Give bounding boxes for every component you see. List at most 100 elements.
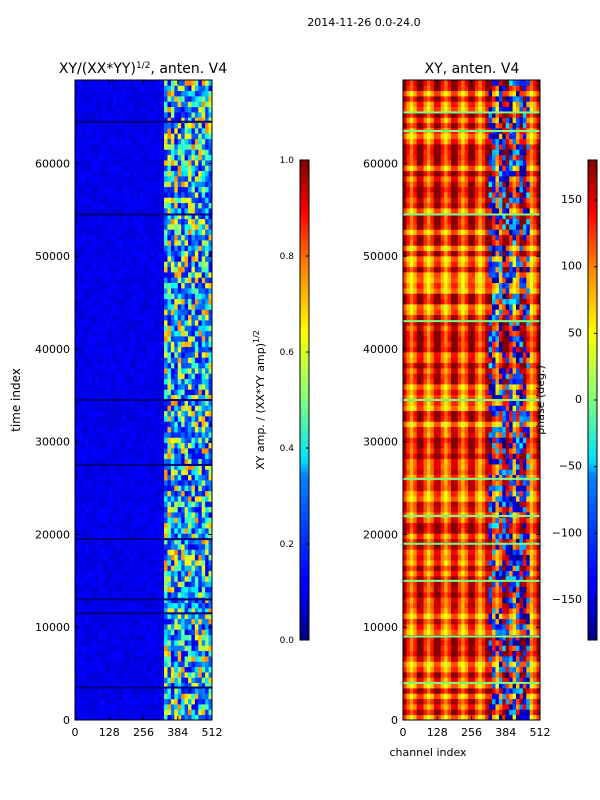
heatmap-cell xyxy=(205,474,209,481)
heatmap-cell xyxy=(160,80,165,86)
heatmap-cell xyxy=(92,709,96,716)
heatmap-cell xyxy=(129,394,134,401)
heatmap-cell xyxy=(116,144,120,150)
heatmap-cell xyxy=(122,586,127,593)
heatmap-cell xyxy=(194,560,199,566)
heatmap-cell xyxy=(198,677,203,684)
heatmap-cell xyxy=(88,560,93,566)
heatmap-cell xyxy=(181,325,185,332)
heatmap-cell xyxy=(98,192,103,198)
heatmap-cell xyxy=(78,128,83,134)
heatmap-cell xyxy=(170,106,175,113)
heatmap-cell xyxy=(133,277,138,284)
heatmap-cell xyxy=(205,170,209,177)
heatmap-cell xyxy=(167,490,172,497)
heatmap-cell xyxy=(122,437,127,444)
heatmap-cell xyxy=(184,565,189,572)
heatmap-cell xyxy=(184,250,189,257)
heatmap-cell xyxy=(208,106,213,113)
heatmap-cell xyxy=(95,288,100,294)
heatmap-cell xyxy=(533,709,537,716)
heatmap-cell xyxy=(133,528,138,534)
heatmap-cell xyxy=(201,144,206,150)
heatmap-cell xyxy=(81,256,86,262)
heatmap-cell xyxy=(136,373,141,380)
heatmap-cell xyxy=(153,448,158,454)
heatmap-cell xyxy=(170,714,175,721)
heatmap-cell xyxy=(181,682,185,689)
heatmap-cell xyxy=(181,464,185,470)
heatmap-cell xyxy=(153,197,158,204)
heatmap-cell xyxy=(105,149,110,156)
y-tick-label: 20000 xyxy=(35,528,70,541)
heatmap-cell xyxy=(181,586,185,593)
heatmap-cell xyxy=(208,400,213,406)
heatmap-cell xyxy=(170,602,175,609)
heatmap-cell xyxy=(157,256,162,262)
heatmap-cell xyxy=(92,122,96,129)
heatmap-cell xyxy=(194,170,199,177)
heatmap-cell xyxy=(181,90,185,97)
heatmap-cell xyxy=(160,629,165,636)
heatmap-cell xyxy=(188,106,192,113)
heatmap-cell xyxy=(208,234,213,241)
heatmap-cell xyxy=(181,405,185,412)
heatmap-cell xyxy=(126,336,131,342)
heatmap-cell xyxy=(198,432,203,438)
heatmap-cell xyxy=(88,245,93,252)
heatmap-cell xyxy=(95,453,100,460)
amplitude-colorbar-gradient xyxy=(299,159,310,641)
heatmap-cell xyxy=(164,714,168,721)
heatmap-cell xyxy=(126,309,131,316)
heatmap-cell xyxy=(188,272,192,278)
heatmap-cell xyxy=(201,197,206,204)
heatmap-cell xyxy=(160,426,165,433)
heatmap-cell xyxy=(208,293,213,300)
heatmap-cell xyxy=(109,474,114,481)
heatmap-cell xyxy=(129,682,134,689)
y-tick-label: 30000 xyxy=(35,436,70,449)
heatmap-cell xyxy=(457,704,462,710)
heatmap-cell xyxy=(174,656,179,662)
heatmap-cell xyxy=(153,437,158,444)
heatmap-cell xyxy=(133,298,138,305)
heatmap-cell xyxy=(205,448,209,454)
heatmap-cell xyxy=(529,704,534,710)
heatmap-cell xyxy=(194,698,199,705)
heatmap-cell xyxy=(119,688,124,694)
heatmap-cell xyxy=(201,533,206,540)
heatmap-cell xyxy=(85,261,90,268)
heatmap-cell xyxy=(105,506,110,513)
heatmap-cell xyxy=(153,693,158,700)
heatmap-cell xyxy=(136,272,141,278)
heatmap-cell xyxy=(88,469,93,476)
heatmap-cell xyxy=(81,181,86,188)
heatmap-cell xyxy=(157,170,162,177)
heatmap-cell xyxy=(129,224,134,230)
heatmap-cell xyxy=(205,405,209,412)
heatmap-cell xyxy=(174,277,179,284)
heatmap-cell xyxy=(105,421,110,428)
heatmap-cell xyxy=(208,314,213,321)
heatmap-cell xyxy=(136,309,141,316)
heatmap-cell xyxy=(119,336,124,342)
heatmap-cell xyxy=(205,208,209,214)
heatmap-cell xyxy=(150,645,155,652)
heatmap-cell xyxy=(188,549,192,556)
heatmap-cell xyxy=(208,154,213,161)
heatmap-cell xyxy=(95,213,100,220)
heatmap-cell xyxy=(133,624,138,630)
heatmap-cell xyxy=(201,138,206,145)
heatmap-cell xyxy=(170,586,175,593)
heatmap-cell xyxy=(122,154,127,161)
heatmap-cell xyxy=(153,176,158,182)
heatmap-cell xyxy=(509,714,513,721)
heatmap-cell xyxy=(164,325,168,332)
heatmap-cell xyxy=(81,698,86,705)
heatmap-cell xyxy=(437,709,442,716)
heatmap-cell xyxy=(102,613,107,620)
heatmap-cell xyxy=(143,480,148,486)
heatmap-cell xyxy=(126,224,131,230)
heatmap-cell xyxy=(174,160,179,166)
heatmap-cell xyxy=(78,682,83,689)
